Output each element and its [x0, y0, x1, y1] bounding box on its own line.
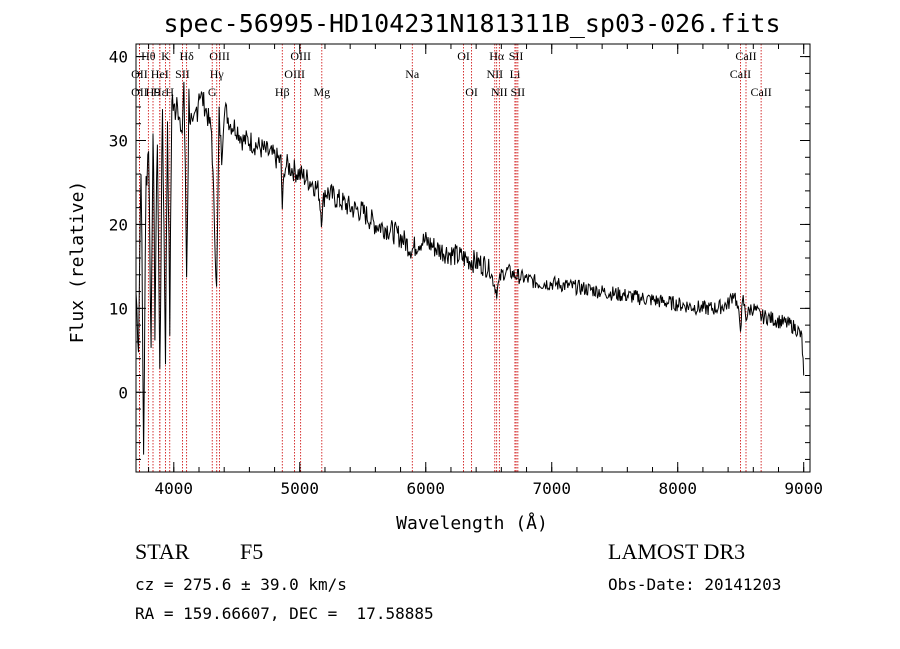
line-label: Li: [510, 67, 521, 81]
redshift-cz: cz = 275.6 ± 39.0 km/s: [135, 575, 347, 594]
x-tick-label: 9000: [784, 479, 823, 498]
x-tick-label: 5000: [281, 479, 320, 498]
x-tick-label: 6000: [406, 479, 445, 498]
x-tick-label: 7000: [532, 479, 571, 498]
y-tick-label: 10: [109, 299, 128, 318]
line-label: CaII: [750, 85, 771, 99]
survey-name: LAMOST DR3: [608, 539, 746, 564]
coordinates: RA = 159.66607, DEC = 17.58885: [135, 604, 434, 623]
line-label: NII: [491, 85, 508, 99]
x-axis: 4000 5000 6000 7000 8000 9000: [148, 44, 823, 498]
line-label: Hδ: [179, 49, 194, 63]
line-label: K: [161, 49, 170, 63]
object-class: STAR: [135, 539, 190, 564]
line-label: HeI: [151, 67, 169, 81]
line-label: Hβ: [275, 85, 290, 99]
spectrum-line: [135, 81, 805, 455]
y-axis: 0 10 20 30 40: [109, 48, 810, 460]
line-label: OI: [457, 49, 470, 63]
line-label: Mg: [313, 85, 330, 99]
y-tick-label: 40: [109, 48, 128, 67]
chart-title: spec-56995-HD104231N181311B_sp03-026.fit…: [163, 9, 780, 38]
line-label: NII: [486, 67, 503, 81]
line-label: OII: [131, 85, 148, 99]
line-label: CaII: [735, 49, 756, 63]
y-tick-label: 0: [118, 383, 128, 402]
line-label: OIII: [209, 49, 230, 63]
line-label: H: [165, 85, 174, 99]
line-label: CaII: [730, 67, 751, 81]
y-axis-label: Flux (relative): [67, 181, 88, 344]
observation-date: Obs-Date: 20141203: [608, 575, 782, 594]
line-label: SII: [511, 85, 526, 99]
line-label: SII: [509, 49, 524, 63]
y-tick-label: 20: [109, 215, 128, 234]
object-subclass: F5: [240, 539, 264, 564]
line-label: OIII: [284, 67, 305, 81]
line-label: OI: [465, 85, 478, 99]
line-label: Hθ: [141, 49, 156, 63]
x-tick-label: 4000: [155, 479, 194, 498]
line-label: Hγ: [210, 67, 225, 81]
line-label: OIII: [290, 49, 311, 63]
line-label: Na: [405, 67, 420, 81]
x-tick-label: 8000: [658, 479, 697, 498]
y-tick-label: 30: [109, 132, 128, 151]
line-label: G: [208, 85, 217, 99]
line-label: SII: [175, 67, 190, 81]
x-axis-label: Wavelength (Å): [396, 512, 548, 534]
line-label: Hα: [489, 49, 505, 63]
line-label: H9: [146, 85, 161, 99]
